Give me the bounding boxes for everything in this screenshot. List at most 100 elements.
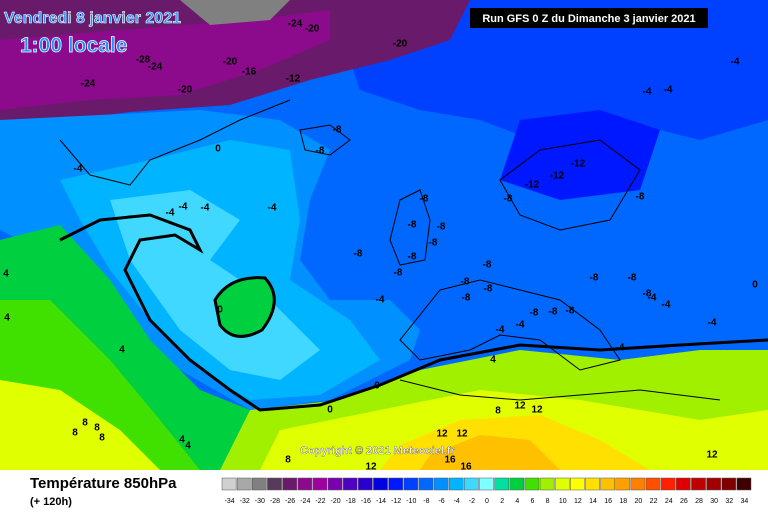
legend-label: -12: [391, 498, 401, 505]
isotherm-label: -4: [731, 57, 740, 68]
legend-label: 30: [710, 498, 718, 505]
isotherm-label: 0: [215, 144, 221, 155]
isotherm-label: -4: [201, 203, 210, 214]
isotherm-label: -8: [408, 220, 417, 231]
legend-label: 20: [635, 498, 643, 505]
isotherm-label: -8: [636, 192, 645, 203]
field-arctic-core: [0, 10, 330, 110]
legend-label: -24: [300, 498, 310, 505]
run-info: Run GFS 0 Z du Dimanche 3 janvier 2021: [482, 13, 695, 25]
isotherm-label: 0: [752, 280, 758, 291]
isotherm-label: -8: [437, 222, 446, 233]
isotherm-label: -4: [648, 293, 657, 304]
legend-swatch: [660, 477, 676, 491]
coast-greenland: [59, 99, 291, 186]
isotherm-label: -12: [286, 74, 301, 85]
footer-lead: (+ 120h): [30, 496, 72, 508]
legend-swatch: [297, 477, 313, 491]
legend-swatch: [464, 477, 479, 491]
field-africa-west: [0, 380, 160, 470]
isotherm-label: 16: [460, 462, 472, 473]
legend-swatch: [221, 477, 237, 491]
legend-swatch: [448, 477, 464, 491]
isotherm-label: -8: [354, 249, 363, 260]
legend-label: 24: [665, 498, 673, 505]
isotherm-label: -28: [136, 55, 151, 66]
legend-swatch: [327, 477, 343, 491]
isotherm-label: 8: [495, 406, 501, 417]
legend-swatch: [418, 477, 434, 491]
isotherm-label: -4: [496, 325, 505, 336]
legend-swatch: [403, 477, 419, 491]
legend-swatch: [600, 477, 615, 491]
isotherm-label: 0: [327, 405, 333, 416]
isotherm-label: 4: [4, 313, 10, 324]
isotherm-label: -4: [662, 300, 671, 311]
isotherm-label: -8: [590, 273, 599, 284]
legend-label: -14: [376, 498, 386, 505]
isotherm-label: -24: [81, 79, 96, 90]
legend-label: -30: [255, 498, 265, 505]
legend-swatch: [282, 477, 297, 491]
coast-scandinavia: [499, 139, 641, 231]
legend-label: 18: [619, 498, 627, 505]
isotherm-label: -4: [179, 202, 188, 213]
isotherm-label: 0: [374, 381, 380, 392]
legend-label: -22: [315, 498, 325, 505]
isotherm-label: 16: [444, 455, 456, 466]
isotherm-label: -4: [268, 203, 277, 214]
legend-swatch: [524, 477, 540, 491]
legend-label: 4: [515, 498, 519, 505]
legend-swatch: [691, 477, 706, 491]
field-arctic-gray: [180, 0, 290, 25]
isotherm-label: -8: [483, 260, 492, 271]
run-box: [470, 8, 708, 28]
legend-label: 8: [546, 498, 550, 505]
isotherm-label: -24: [148, 62, 163, 73]
legend-label: 26: [680, 498, 688, 505]
isotherm-label: -8: [549, 307, 558, 318]
isotherm-label: 8: [82, 418, 88, 429]
isotherm-label: 12: [456, 429, 468, 440]
isotherm-label: 8: [72, 428, 78, 439]
legend-swatch: [615, 477, 631, 491]
isotherm-label: -12: [571, 159, 586, 170]
isotherm-label: -4: [708, 318, 717, 329]
legend-swatch: [433, 477, 449, 491]
isotherm-label: -4: [516, 320, 525, 331]
field-cold-scandinavia: [500, 110, 660, 200]
isotherm-label: -8: [316, 146, 325, 157]
isotherm-label: -4: [74, 164, 83, 175]
legend-swatch: [479, 477, 494, 491]
legend-swatch: [736, 477, 752, 491]
legend-swatch: [373, 477, 388, 491]
isotherm-label: -4: [376, 295, 385, 306]
isotherm-label: -8: [333, 125, 342, 136]
copyright: Copyright © 2021 Meteociel.fr: [300, 445, 456, 457]
isotherm-label: 12: [514, 401, 526, 412]
legend-swatch: [236, 477, 252, 491]
legend-swatch: [645, 477, 661, 491]
legend-label: -4: [454, 498, 460, 505]
isotherm-label: -8: [566, 306, 575, 317]
legend: -34 -32 -30 -28 -26 -24 -22 -20 -18 -16 -14 -12 -10-…: [221, 477, 752, 505]
isotherm-label: -12: [550, 171, 565, 182]
legend-swatch: [494, 477, 509, 491]
legend-label: -20: [331, 498, 341, 505]
legend-swatch: [706, 477, 721, 491]
legend-label: 2: [500, 498, 504, 505]
isotherm-label: 8: [99, 433, 105, 444]
isotherm-label: 4: [179, 435, 185, 446]
isotherm-label: -8: [408, 252, 417, 263]
isotherm-labels: -24 -20-20-28-24 -20-16-12-20-24-4-4 -4-8-8…: [3, 19, 758, 473]
isotherm-label: -8: [420, 194, 429, 205]
isotherm-label: -12: [525, 180, 540, 191]
coast-continent: [399, 279, 621, 371]
isotherm-label: 4: [119, 345, 125, 356]
isotherm-label: -4: [664, 85, 673, 96]
legend-label: 22: [650, 498, 658, 505]
isotherm-label: -20: [393, 39, 408, 50]
legend-label: -10: [406, 498, 416, 505]
coast-africa: [399, 379, 721, 401]
